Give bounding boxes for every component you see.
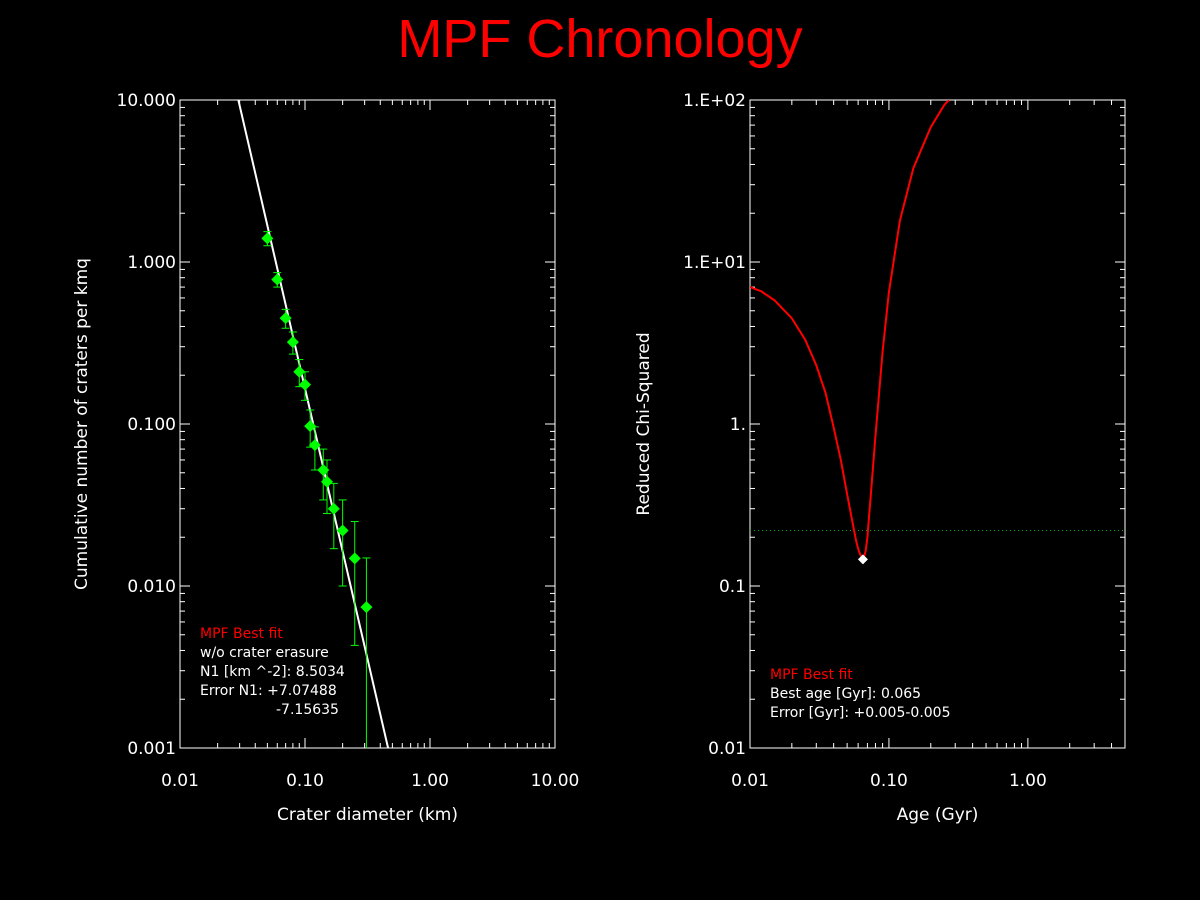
annotation-line: N1 [km ^-2]: 8.5034	[200, 664, 345, 680]
best-age-point	[857, 554, 868, 565]
y-tick-label: 1.	[730, 415, 746, 435]
y-tick-label: 0.1	[719, 577, 746, 597]
plot-frame	[749, 99, 1126, 749]
data-point	[293, 365, 306, 378]
data-point	[271, 273, 284, 286]
crater-size-frequency-chart: 0.01 0.10 1.00 10.00 0.001 0.010 0.100 1.000 10.…	[72, 91, 579, 825]
chi-squared-age-chart: 0.01 0.10 1.00 0.01 0.1 1. 1.E+01 1.E+02 Age (Gy…	[634, 91, 1126, 825]
y-tick-label: 0.01	[708, 739, 746, 759]
x-tick-label: 0.01	[161, 771, 199, 791]
x-tick-label: 1.00	[1009, 771, 1047, 791]
fit-annotation: MPF Best fit Best age [Gyr]: 0.065 Error […	[770, 667, 951, 721]
data-point	[348, 552, 361, 565]
y-axis-label: Reduced Chi-Squared	[634, 332, 654, 515]
x-tick-label: 10.00	[531, 771, 580, 791]
error-bar	[362, 557, 371, 748]
series-line	[750, 100, 950, 560]
page-title: MPF Chronology	[397, 9, 803, 69]
data-point	[304, 420, 317, 433]
annotation-line: Error N1: +7.07488	[200, 683, 337, 699]
y-tick-label: 1.000	[127, 253, 176, 273]
data-point	[279, 312, 292, 325]
data-point	[360, 601, 373, 614]
x-tick-label: 1.00	[411, 771, 449, 791]
axis-ticks	[749, 99, 1126, 749]
data-point	[321, 475, 334, 488]
y-tick-label: 1.E+02	[683, 91, 746, 111]
data-point	[299, 378, 311, 391]
annotation-line: Best age [Gyr]: 0.065	[770, 686, 921, 702]
x-tick-label: 0.10	[286, 771, 324, 791]
y-tick-label: 1.E+01	[683, 253, 746, 273]
data-point	[261, 232, 274, 245]
y-tick-label: 0.010	[127, 577, 176, 597]
error-bar	[338, 499, 347, 587]
data-point	[336, 524, 349, 537]
data-point	[286, 336, 299, 349]
error-bar	[329, 482, 338, 550]
error-bar	[350, 521, 359, 646]
x-axis-label: Age (Gyr)	[897, 805, 979, 825]
x-axis-label: Crater diameter (km)	[277, 805, 458, 825]
annotation-line: w/o crater erasure	[200, 645, 329, 661]
y-tick-label: 0.001	[127, 739, 176, 759]
annotation-title: MPF Best fit	[770, 667, 853, 683]
data-point	[308, 439, 321, 452]
y-tick-label: 0.100	[127, 415, 176, 435]
axis-ticks	[179, 99, 556, 749]
annotation-title: MPF Best fit	[200, 626, 283, 642]
fit-annotation: MPF Best fit w/o crater erasure N1 [km ^-2…	[200, 626, 345, 718]
y-axis-label: Cumulative number of craters per kmq	[72, 258, 92, 590]
data-point	[317, 464, 330, 477]
x-tick-label: 0.01	[731, 771, 769, 791]
data-point	[327, 502, 340, 515]
y-tick-label: 10.000	[117, 91, 176, 111]
x-tick-label: 0.10	[870, 771, 908, 791]
annotation-line: -7.15635	[276, 702, 339, 718]
annotation-line: Error [Gyr]: +0.005-0.005	[770, 705, 951, 721]
